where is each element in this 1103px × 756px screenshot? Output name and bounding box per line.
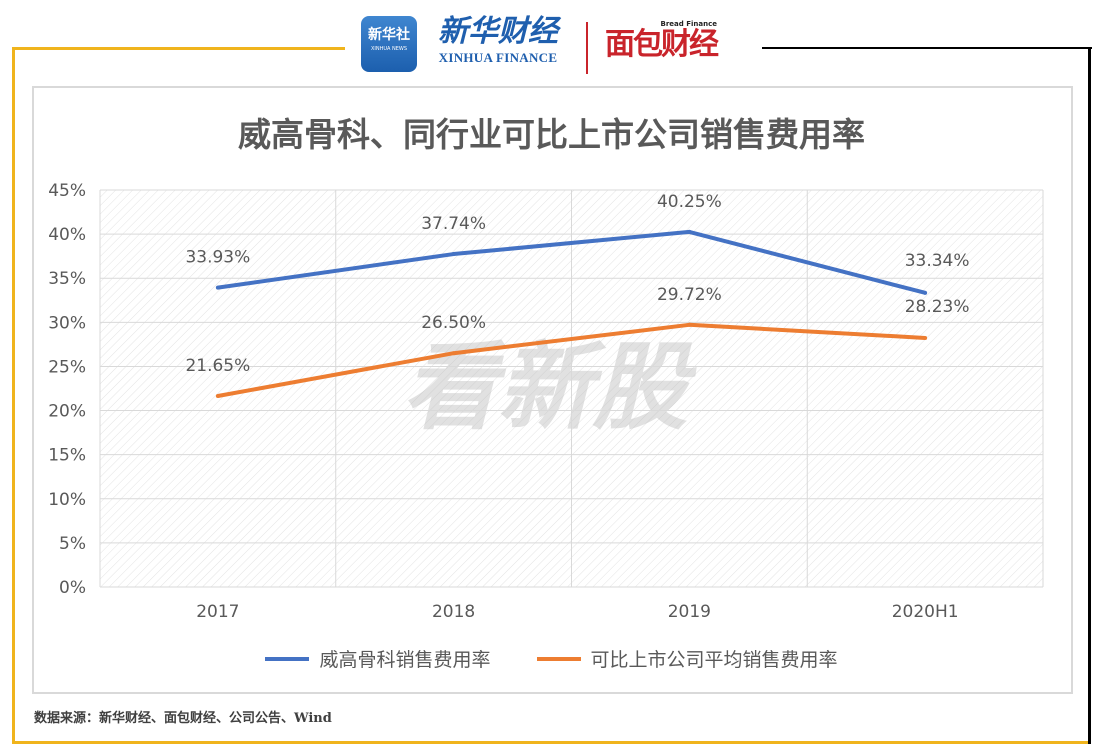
data-source: 数据来源：新华财经、面包财经、公司公告、Wind bbox=[34, 711, 332, 726]
legend: 威高骨科销售费用率 可比上市公司平均销售费用率 bbox=[0, 645, 1103, 672]
y-tick-label: 5% bbox=[59, 534, 86, 554]
data-label: 33.34% bbox=[905, 251, 970, 271]
frame-left-border bbox=[12, 47, 15, 744]
legend-label-series1: 威高骨科销售费用率 bbox=[319, 649, 491, 671]
y-tick-label: 0% bbox=[59, 578, 86, 598]
xinhua-finance-logo: 新华财经 XINHUA FINANCE bbox=[432, 14, 564, 66]
chart-container bbox=[32, 86, 1073, 694]
series-line-1 bbox=[217, 229, 926, 295]
data-point bbox=[923, 290, 928, 295]
chart-title: 威高骨科、同行业可比上市公司销售费用率 bbox=[238, 115, 865, 154]
data-point bbox=[215, 285, 220, 290]
data-label: 26.50% bbox=[421, 313, 486, 333]
data-point bbox=[451, 252, 456, 257]
xinhua-finance-logo-cn: 新华财经 bbox=[438, 14, 558, 49]
y-tick-label: 20% bbox=[48, 402, 86, 422]
x-tick-label: 2017 bbox=[196, 602, 239, 622]
legend-swatch-series2 bbox=[536, 656, 581, 661]
x-tick-label: 2020H1 bbox=[892, 602, 959, 622]
frame-top-line bbox=[762, 47, 1092, 49]
data-label: 40.25% bbox=[657, 192, 722, 212]
xinhua-news-logo: 新华社 XINHUA NEWS bbox=[361, 16, 417, 72]
data-label: 29.72% bbox=[657, 285, 722, 305]
y-tick-label: 30% bbox=[48, 313, 86, 333]
data-label: 33.93% bbox=[185, 248, 250, 268]
data-label: 28.23% bbox=[905, 297, 970, 317]
bread-finance-logo-en: Bread Finance bbox=[660, 20, 717, 28]
frame-top-accent bbox=[12, 47, 345, 50]
frame-right-border bbox=[1088, 47, 1091, 744]
legend-label-series2: 可比上市公司平均销售费用率 bbox=[590, 649, 838, 671]
series-line-2 bbox=[217, 322, 926, 398]
x-tick-label: 2018 bbox=[432, 602, 475, 622]
y-tick-label: 15% bbox=[48, 446, 86, 466]
data-point bbox=[687, 322, 692, 327]
bread-finance-logo-cn: 面包财经 bbox=[605, 27, 719, 62]
y-tick-label: 40% bbox=[48, 225, 86, 245]
data-point bbox=[215, 393, 220, 398]
data-point bbox=[451, 351, 456, 356]
bread-finance-logo: Bread Finance 面包财经 bbox=[605, 20, 719, 62]
watermark: 看新股 bbox=[402, 333, 697, 443]
data-point bbox=[923, 335, 928, 340]
xinhua-news-logo-cn: 新华社 bbox=[368, 27, 410, 43]
y-tick-label: 35% bbox=[48, 269, 86, 289]
y-tick-label: 25% bbox=[48, 357, 86, 377]
frame-bottom-border bbox=[12, 741, 1091, 744]
xinhua-finance-logo-en: XINHUA FINANCE bbox=[438, 50, 558, 65]
x-tick-label: 2019 bbox=[668, 602, 711, 622]
legend-item-series1: 威高骨科销售费用率 bbox=[265, 645, 491, 672]
data-point bbox=[687, 229, 692, 234]
xinhua-news-logo-en: XINHUA NEWS bbox=[370, 46, 408, 52]
legend-swatch-series1 bbox=[265, 656, 310, 661]
y-tick-label: 10% bbox=[48, 490, 86, 510]
data-label: 21.65% bbox=[185, 356, 250, 376]
data-label: 37.74% bbox=[421, 214, 486, 234]
legend-item-series2: 可比上市公司平均销售费用率 bbox=[536, 645, 838, 672]
y-tick-label: 45% bbox=[48, 181, 86, 201]
logo-divider bbox=[586, 22, 588, 74]
